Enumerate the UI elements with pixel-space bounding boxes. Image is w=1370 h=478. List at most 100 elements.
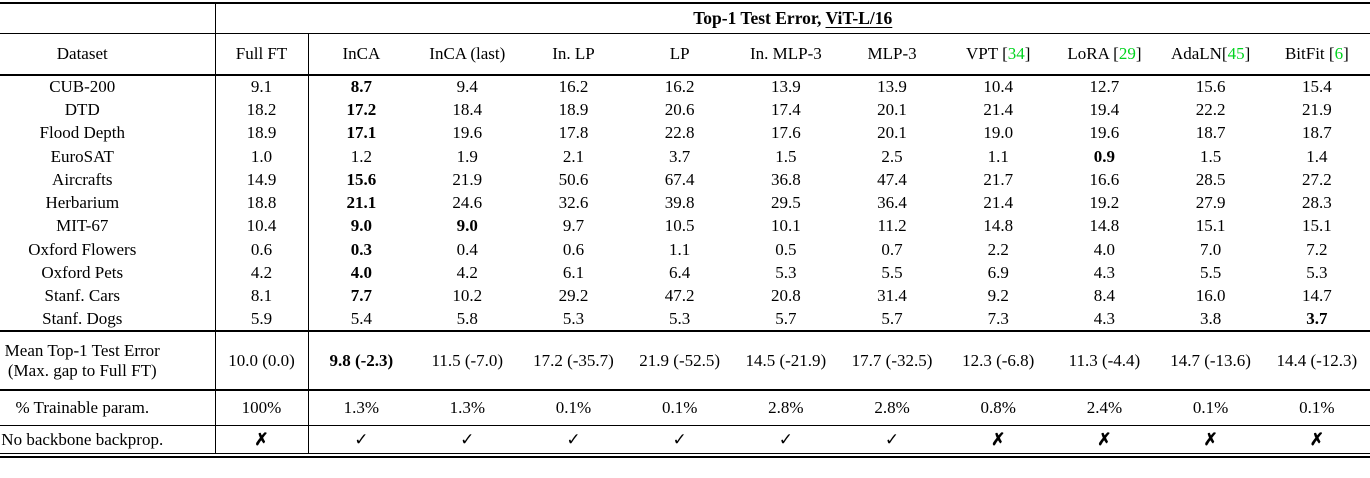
cell-dtd-in-lp: 18.9 — [558, 99, 589, 119]
cell-cub-200-adaln: 15.6 — [1195, 77, 1226, 97]
cell-eurosat-mlp-3: 2.5 — [881, 146, 903, 166]
cell-aircrafts-lp: 67.4 — [664, 169, 695, 189]
cell-herbarium-adaln: 27.9 — [1195, 193, 1226, 213]
cell-oxford-flowers-inca: 0.3 — [350, 239, 372, 259]
cell-eurosat-lp: 3.7 — [669, 146, 691, 166]
dataset-name-cub-200: CUB-200 — [0, 75, 216, 99]
trainable-cell-inca: 1.3% — [308, 390, 415, 426]
cell-stanf-cars-vpt: 9.2 — [987, 286, 1009, 306]
backprop-cell-lp: ✓ — [627, 425, 733, 453]
trainable-cell-mlp-3: 2.8% — [838, 390, 946, 426]
table-row-dtd: DTD 18.2 17.2 18.4 18.9 20.6 17.4 20.1 21.4 19.4 2… — [0, 98, 1370, 122]
cell-oxford-flowers-inca-last: 0.4 — [456, 239, 478, 259]
cell-flood-depth-adaln: 18.7 — [1195, 123, 1226, 143]
cell-oxford-flowers-in-lp: 0.6 — [562, 239, 585, 259]
cell-stanf-dogs-inca: 5.4 — [308, 307, 415, 333]
table-row-herbarium: Herbarium 18.8 21.1 24.6 32.6 39.8 29.5 36.4 21.… — [0, 191, 1370, 215]
column-header-dataset: Dataset — [0, 33, 216, 76]
mean-error-label-line2: (Max. gap to Full FT) — [7, 360, 157, 380]
citation-link-45[interactable]: 45 — [1227, 43, 1245, 63]
cell-mit-67-lora: 14.8 — [1089, 216, 1120, 236]
cell-mit-67-full-ft: 10.4 — [215, 214, 309, 239]
dataset-name-eurosat: EuroSAT — [0, 144, 216, 169]
citation-link-34[interactable]: 34 — [1007, 43, 1025, 63]
trainable-cell-bitfit: 0.1% — [1263, 390, 1370, 426]
cell-oxford-pets-in-lp: 6.1 — [562, 263, 585, 283]
cell-flood-depth-vpt: 19.0 — [983, 123, 1014, 143]
dataset-name-stanf-cars: Stanf. Cars — [0, 284, 216, 308]
no-backprop-row-label: No backbone backprop. — [0, 425, 216, 454]
cell-stanf-cars-full-ft: 8.1 — [215, 284, 309, 308]
table-row-eurosat: EuroSAT 1.0 1.2 1.9 2.1 3.7 1.5 2.5 1.1 0.9 1.5 1.4 — [0, 144, 1370, 169]
cell-dtd-vpt: 21.4 — [983, 99, 1014, 119]
cross-icon: ✗ — [991, 429, 1006, 449]
mean-cell-inca: 9.8 (-2.3) — [308, 331, 415, 392]
cell-flood-depth-bitfit: 18.7 — [1301, 123, 1332, 143]
cell-mit-67-vpt: 14.8 — [983, 216, 1014, 236]
trainable-cell-full-ft: 100% — [215, 390, 309, 426]
trainable-cell-lp: 0.1% — [626, 390, 733, 426]
dataset-name-mit-67: MIT-67 — [0, 214, 216, 239]
bottom-double-rule — [0, 453, 1370, 459]
cell-herbarium-lp: 39.8 — [664, 193, 695, 213]
cell-stanf-cars-bitfit: 14.7 — [1301, 286, 1332, 306]
cell-mit-67-mlp-3: 11.2 — [877, 216, 907, 236]
column-header-vpt: VPT [34] — [945, 33, 1052, 76]
trainable-params-row: % Trainable param. 100% 1.3% 1.3% 0.1% 0.1% 2… — [0, 390, 1370, 426]
cell-aircrafts-vpt: 21.7 — [983, 169, 1014, 189]
cell-oxford-flowers-mlp-3: 0.7 — [881, 239, 903, 259]
mean-cell-mlp-3: 17.7 (-32.5) — [838, 331, 946, 392]
cell-eurosat-bitfit: 1.4 — [1306, 146, 1328, 166]
cell-oxford-flowers-in-mlp-3: 0.5 — [775, 239, 797, 259]
table-row-aircrafts: Aircrafts 14.9 15.6 21.9 50.6 67.4 36.8 47.4 21.… — [0, 168, 1370, 192]
cell-herbarium-lora: 19.2 — [1089, 193, 1120, 213]
check-icon: ✓ — [460, 429, 475, 449]
table-row-flood-depth: Flood Depth 18.9 17.1 19.6 17.8 22.8 17.6 20.1 1… — [0, 121, 1370, 145]
cell-oxford-pets-lora: 4.3 — [1093, 263, 1116, 283]
column-header-label: AdaLN[ — [1170, 43, 1228, 63]
cell-flood-depth-full-ft: 18.9 — [215, 121, 309, 145]
results-table: Top-1 Test Error, ViT-L/16 Dataset Full F… — [0, 2, 1370, 454]
citation-link-6[interactable]: 6 — [1334, 43, 1344, 63]
cell-oxford-flowers-lora: 4.0 — [1093, 239, 1116, 259]
trainable-cell-lora: 2.4% — [1051, 390, 1158, 426]
citation-link-29[interactable]: 29 — [1118, 43, 1136, 63]
cell-oxford-pets-vpt: 6.9 — [987, 263, 1009, 283]
cell-flood-depth-inca: 17.1 — [346, 123, 377, 143]
cell-dtd-adaln: 22.2 — [1195, 99, 1226, 119]
cell-herbarium-inca-last: 24.6 — [452, 193, 483, 213]
cell-oxford-pets-bitfit: 5.3 — [1306, 263, 1328, 283]
dataset-name-flood-depth: Flood Depth — [0, 121, 216, 145]
cell-dtd-mlp-3: 20.1 — [877, 99, 907, 119]
cell-stanf-dogs-adaln: 3.8 — [1157, 307, 1264, 333]
cell-eurosat-adaln: 1.5 — [1199, 146, 1222, 166]
trainable-cell-inca-last: 1.3% — [414, 390, 521, 426]
mean-cell-full-ft: 10.0 (0.0) — [215, 331, 309, 392]
cell-eurosat-in-lp: 2.1 — [562, 146, 585, 166]
cell-cub-200-bitfit: 15.4 — [1301, 77, 1332, 97]
cell-stanf-dogs-inca-last: 5.8 — [414, 307, 521, 333]
backprop-cell-inca-last: ✓ — [414, 425, 520, 453]
check-icon: ✓ — [884, 429, 900, 449]
dataset-name-oxford-pets: Oxford Pets — [0, 261, 216, 285]
mean-cell-vpt: 12.3 (-6.8) — [945, 331, 1052, 392]
cell-stanf-dogs-lp: 5.3 — [626, 307, 733, 333]
cell-mit-67-adaln: 15.1 — [1195, 216, 1226, 236]
cross-icon: ✗ — [1097, 429, 1112, 449]
cell-oxford-pets-mlp-3: 5.5 — [881, 263, 903, 283]
trainable-cell-in-mlp-3: 2.8% — [732, 390, 839, 426]
cell-stanf-dogs-lora: 4.3 — [1051, 307, 1158, 333]
check-icon: ✓ — [778, 429, 793, 449]
column-header-adaln: AdaLN[45] — [1157, 33, 1264, 76]
backprop-cell-vpt: ✗ — [945, 425, 1051, 453]
column-header-bitfit: BitFit [6] — [1263, 33, 1370, 76]
cell-mit-67-bitfit: 15.1 — [1301, 216, 1332, 236]
backprop-cell-in-lp: ✓ — [520, 425, 626, 453]
column-header-in-mlp-3: In. MLP-3 — [732, 33, 839, 76]
cell-cub-200-vpt: 10.4 — [983, 77, 1014, 97]
backprop-cell-full-ft: ✗ — [215, 425, 309, 454]
cell-eurosat-lora: 0.9 — [1093, 146, 1116, 166]
cell-mit-67-in-lp: 9.7 — [562, 216, 585, 236]
column-header-in-lp: In. LP — [520, 33, 627, 76]
